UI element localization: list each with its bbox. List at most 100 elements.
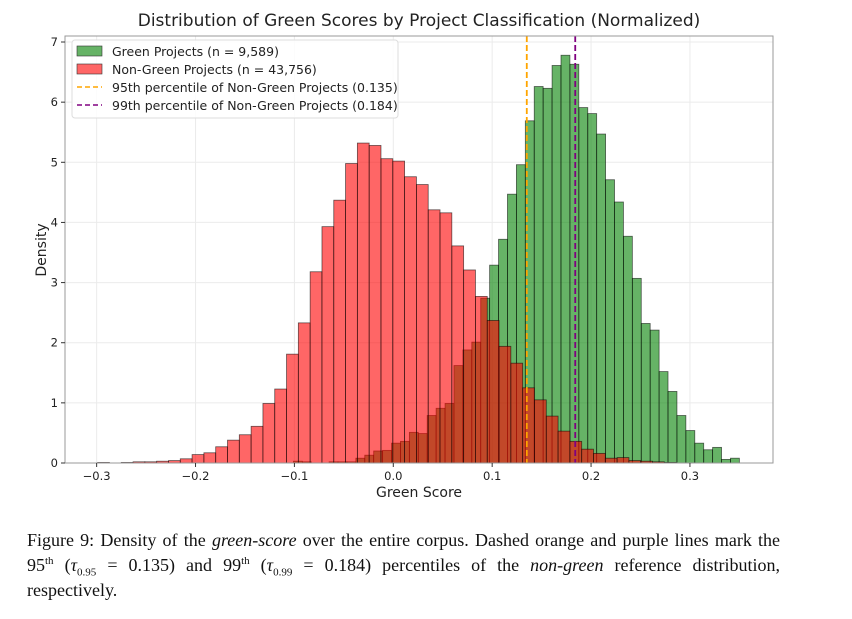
caption-text: reference distribution, respectively. [27,555,780,600]
non-green-bar [510,362,524,464]
legend: Green Projects (n = 9,589) Non-Green Pro… [71,39,399,119]
caption-text: Density of the [94,530,212,550]
green-bar [667,391,678,464]
legend-label-99th: 99th percentile of Non-Green Projects (0… [112,98,398,113]
non-green-bar [475,296,488,464]
non-green-bar [498,345,512,464]
caption-italic: green-score [211,530,297,550]
caption-text: = 0.184) percentiles of the [292,555,531,575]
legend-label-green: Green Projects (n = 9,589) [112,44,279,59]
non-green-bar [345,163,358,464]
legend-label-red: Non-Green Projects (n = 43,756) [112,62,317,77]
caption-italic: non-green [530,555,604,575]
non-green-bar [333,199,346,464]
caption-sup: th [45,555,54,567]
green-bar [694,442,705,464]
non-green-bar [522,387,535,464]
x-tick-label: −0.2 [182,469,210,483]
y-tick-label: 4 [51,215,58,229]
caption-sub: 0.95 [77,566,97,579]
axis-ticks: −0.3 −0.2 −0.1 0.0 0.1 0.2 0.3 0 1 2 3 4 5 6 7 [51,35,699,483]
green-bar [676,415,687,464]
legend-swatch-red [76,63,103,75]
legend-swatch-green [76,45,103,57]
non-green-bar [274,388,287,464]
green-bar [631,277,642,464]
green-bar [605,179,615,464]
x-tick-label: 0.2 [582,469,600,483]
green-bar [658,371,669,464]
non-green-bar [557,430,571,464]
non-green-bar [356,142,370,464]
caption-sup: th [241,555,250,567]
caption-text: over the entire corpus. Dashed orange an… [27,530,780,575]
green-bar [730,457,740,464]
non-green-bar [203,452,217,464]
non-green-bar [179,458,193,464]
x-axis-label: Green Score [376,485,462,501]
non-green-bar [486,320,500,464]
non-green-bar [593,452,606,464]
caption-text: = 0.135) and 99 [96,555,242,575]
non-green-bar [380,158,394,464]
y-tick-label: 3 [51,276,58,290]
green-bar [560,54,571,464]
non-green-bar [250,425,264,464]
non-green-bar [191,454,205,464]
caption-label: Figure 9: [27,530,95,550]
caption-text: ( [249,555,267,575]
x-tick-label: 0.1 [483,469,501,483]
non-green-bar [286,353,299,464]
y-tick-label: 7 [51,35,58,49]
percentile-lines [525,36,577,463]
plot-frame [64,35,774,464]
green-bar [587,113,598,464]
non-green-bar [427,209,441,464]
legend-box [71,39,399,119]
caption-tau: τ [70,555,78,575]
caption-tau: τ [266,555,274,575]
non-green-bar [463,269,476,464]
green-bar [703,449,714,464]
green-bar [614,201,624,464]
green-bar [712,446,722,464]
x-tick-label: 0.0 [384,469,402,483]
non-green-bar [451,245,465,464]
y-tick-label: 6 [51,95,58,109]
green-bar [640,323,651,464]
y-tick-label: 0 [51,456,58,470]
x-tick-label: −0.1 [280,469,308,483]
chart-title: Distribution of Green Scores by Project … [138,11,701,31]
y-tick-label: 5 [51,155,58,169]
non-green-bar [604,457,618,464]
y-tick-label: 2 [51,336,58,350]
non-green-bar [309,271,323,464]
non-green-bar [616,457,630,464]
non-green-bar [368,145,382,464]
non-green-bar [392,160,406,464]
histogram-chart: Distribution of Green Scores by Project … [34,11,774,501]
green-bar [596,133,606,464]
y-tick-label: 1 [51,396,58,410]
caption-sub: 0.99 [273,566,293,579]
green-bar [623,235,633,464]
green-bar [578,107,589,464]
y-axis-label: Density [34,223,50,276]
non-green-bar [297,322,311,464]
non-green-bar [321,226,335,464]
caption-text: ( [53,555,71,575]
non-green-bar [215,446,228,464]
non-green-bar [262,403,276,464]
green-bar [721,458,731,464]
non-green-bar [534,399,547,464]
x-tick-label: −0.3 [83,469,111,483]
green-bar [649,329,660,464]
non-green-bar [238,434,252,464]
non-green-bar [545,415,559,464]
legend-label-95th: 95th percentile of Non-Green Projects (0… [112,80,398,95]
x-tick-label: 0.3 [681,469,699,483]
non-green-bar [581,448,594,464]
non-green-bar [227,439,240,464]
figure-caption: Figure 9: Density of the green-score ove… [27,528,780,603]
non-green-bar [404,176,417,464]
